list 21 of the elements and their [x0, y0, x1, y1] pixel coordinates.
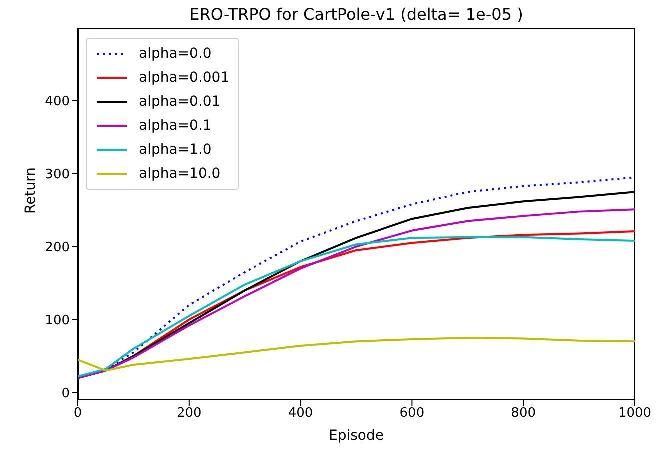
x-tick-label: 1000: [618, 406, 652, 422]
x-tick-label: 800: [511, 406, 536, 422]
chart-title: ERO-TRPO for CartPole-v1 (delta= 1e-05 ): [188, 5, 524, 24]
legend-label: alpha=10.0: [139, 165, 221, 184]
x-tick-label: 200: [176, 406, 202, 422]
x-tick-label: 600: [400, 406, 425, 422]
y-tick-label: 0: [62, 386, 70, 402]
legend-label: alpha=0.1: [139, 117, 212, 136]
legend-label: alpha=0.01: [139, 93, 221, 112]
y-axis-title: Return: [22, 168, 39, 214]
y-tick-label: 200: [45, 240, 70, 256]
legend-label: alpha=0.0: [139, 45, 212, 64]
y-tick-label: 300: [45, 167, 70, 182]
x-tick-label: 0: [74, 406, 82, 422]
y-tick-label: 400: [45, 94, 70, 110]
y-tick-label: 100: [45, 313, 70, 328]
legend-label: alpha=1.0: [139, 141, 212, 160]
x-axis-title: Episode: [329, 428, 384, 444]
legend-label: alpha=0.001: [139, 69, 230, 88]
line-series: [78, 337, 635, 372]
x-tick-label: 400: [288, 406, 314, 422]
